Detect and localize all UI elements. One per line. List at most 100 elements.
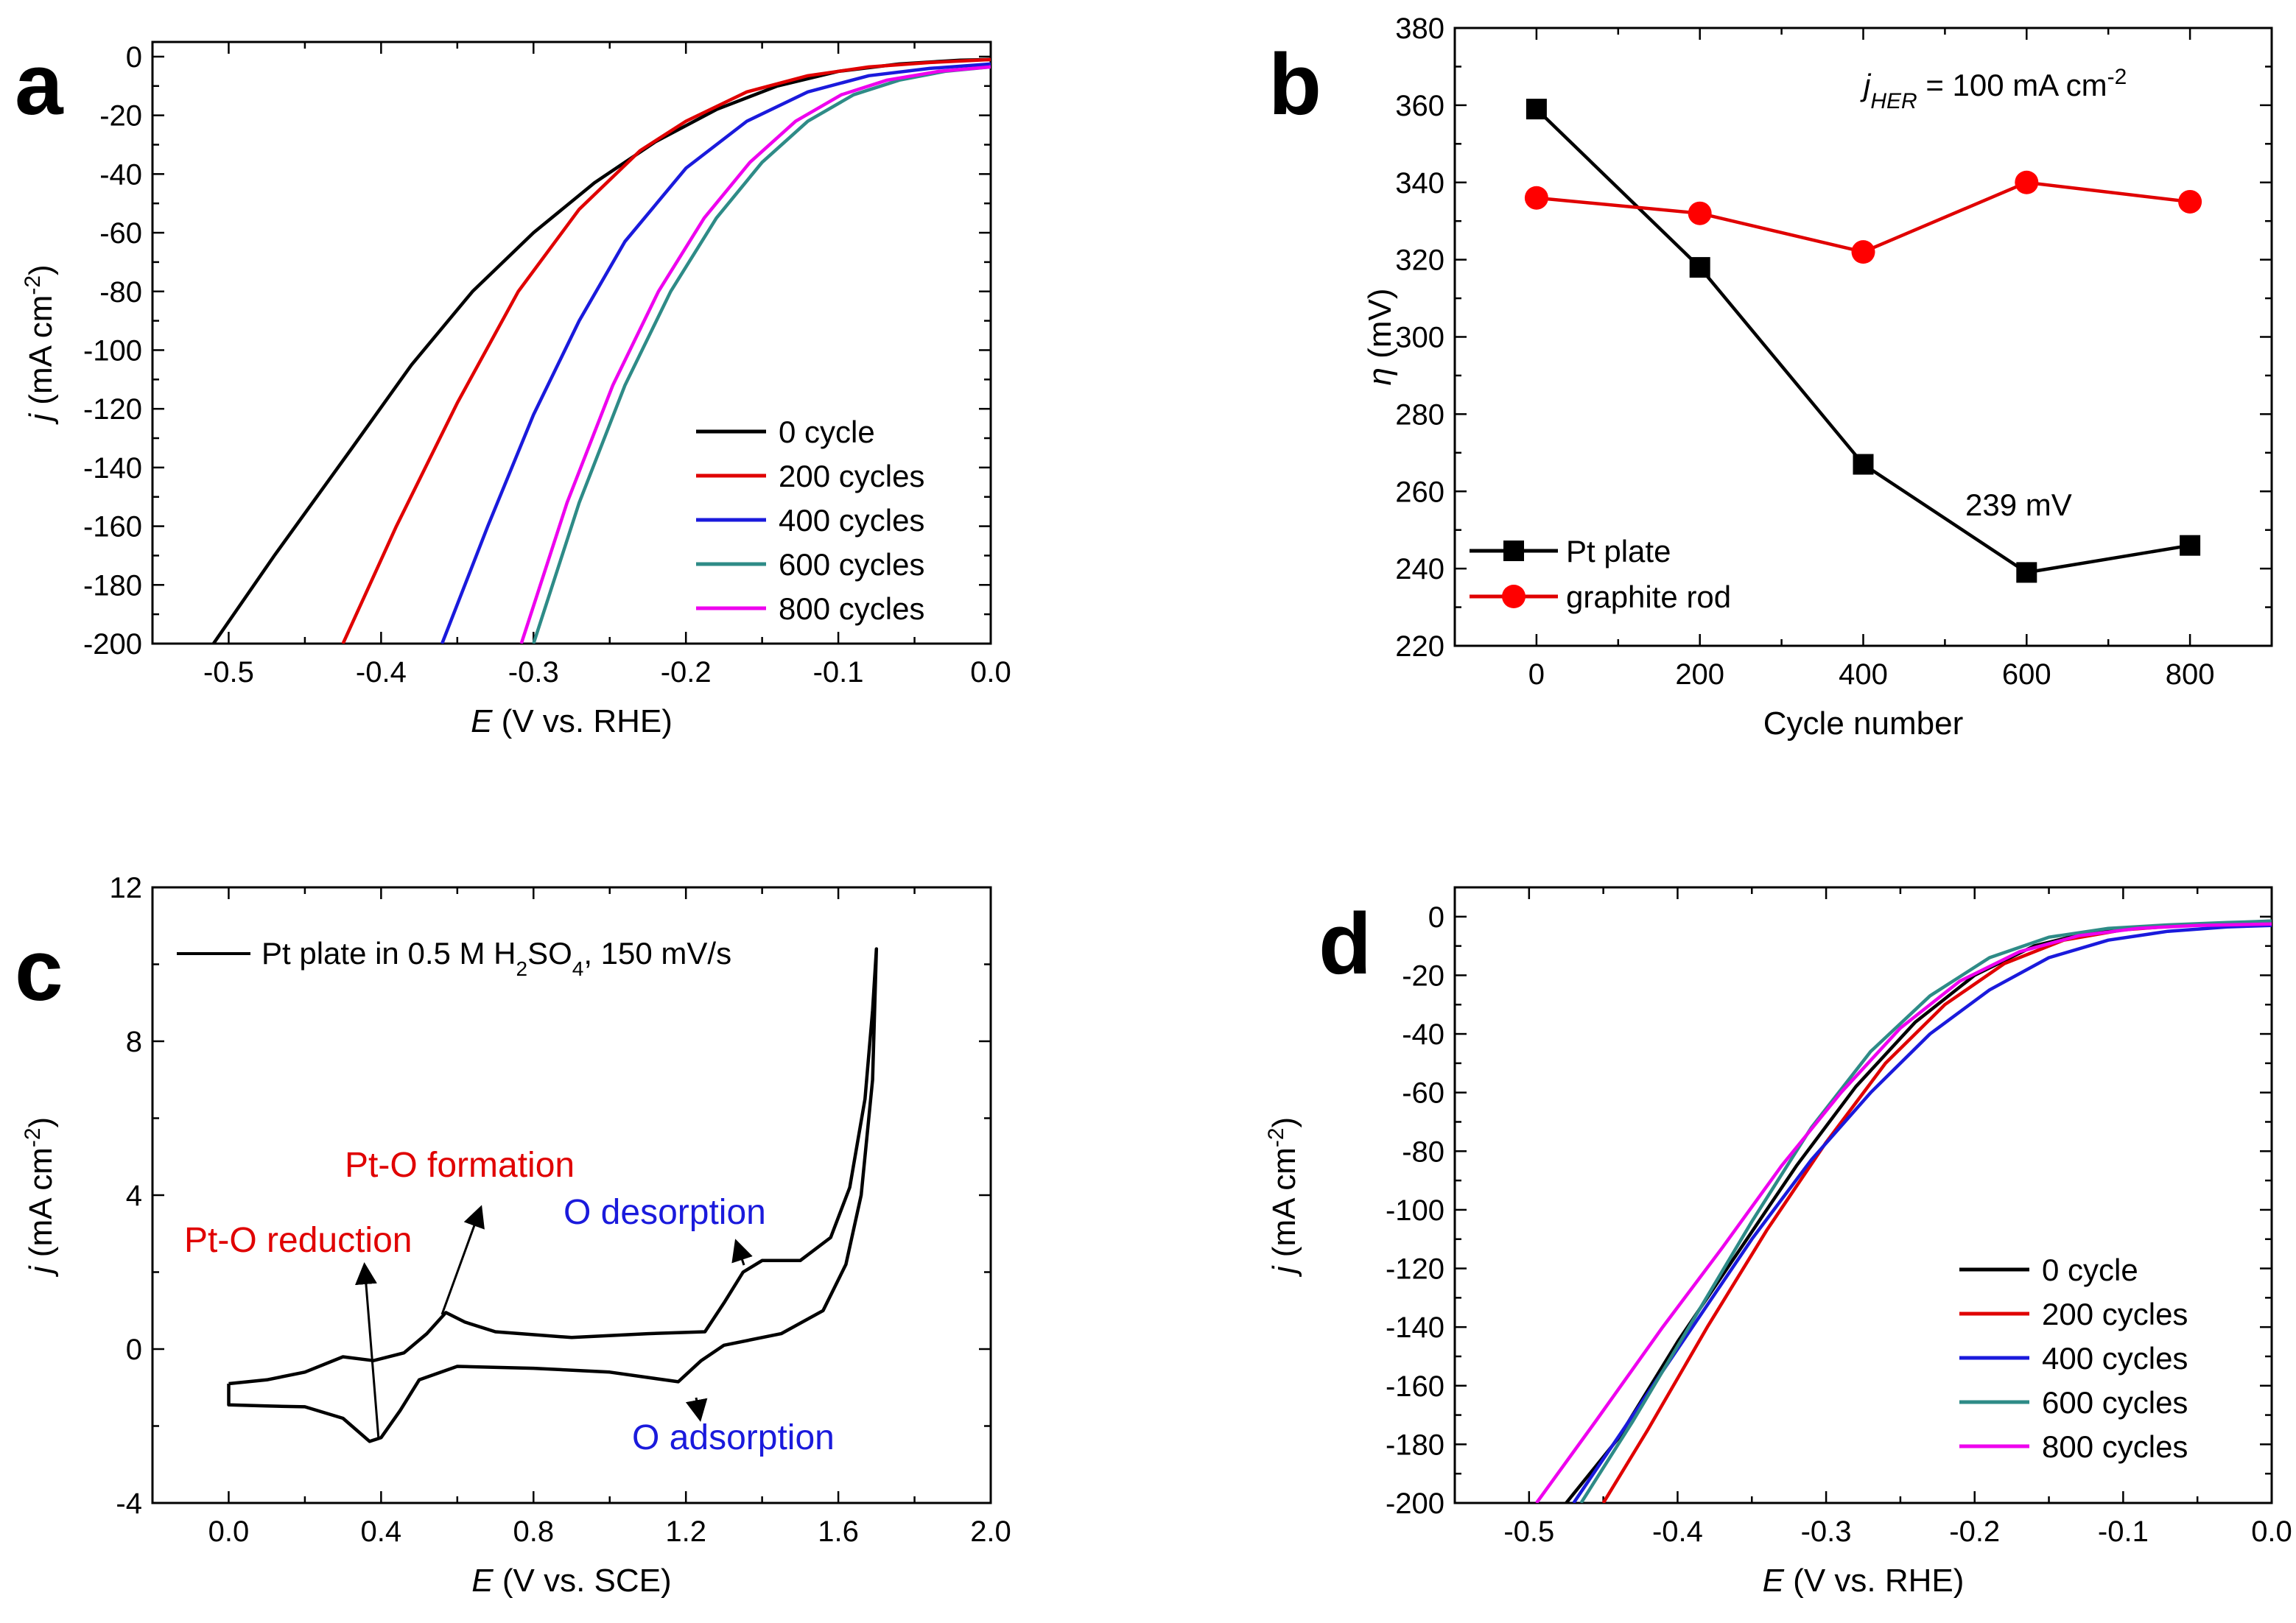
y-tick-label: -100 xyxy=(1386,1194,1444,1227)
data-point-square xyxy=(2180,535,2201,556)
y-tick-label: 300 xyxy=(1395,322,1444,354)
data-point-square xyxy=(1853,454,1874,475)
x-tick-label: 0.0 xyxy=(208,1515,250,1548)
x-tick-label: 1.2 xyxy=(665,1515,706,1548)
legend-label: 400 cycles xyxy=(779,503,924,538)
legend-marker-circle xyxy=(1502,585,1526,608)
y-tick-label: -160 xyxy=(83,511,142,543)
panel-b: 0 200 400 600 800 220 240 260 280 300 320 340 360 380… xyxy=(1268,13,2273,742)
x-tick-label: -0.3 xyxy=(508,656,559,689)
data-point-circle xyxy=(1524,186,1548,210)
y-axis-label-text: (mA cm xyxy=(23,1147,59,1266)
x-tick-label: -0.2 xyxy=(1949,1515,2000,1548)
x-tick-label: -0.3 xyxy=(1801,1515,1852,1548)
legend-label: Pt plate in 0.5 M H2SO4, 150 mV/s xyxy=(261,936,731,980)
y-tick-label: -160 xyxy=(1386,1370,1444,1403)
y-tick-label: -40 xyxy=(99,158,142,191)
x-tick-label: 0 xyxy=(1528,658,1545,691)
y-tick-label: 280 xyxy=(1395,398,1444,431)
panel-c: 0.0 0.4 0.8 1.2 1.6 2.0 -4 0 4 8 12 c E (V vs. SCE) j… xyxy=(15,872,1011,1599)
annotation-label: Pt-O reduction xyxy=(184,1221,412,1260)
x-axis-label-text: (V vs. RHE) xyxy=(492,703,672,739)
x-tick-label: -0.4 xyxy=(1652,1515,1703,1548)
y-tick-label: 4 xyxy=(126,1180,142,1212)
panel-d: -0.5 -0.4 -0.3 -0.2 -0.1 0.0 0 -20 -40 -60 -80 -100… xyxy=(1264,886,2292,1599)
y-tick-label: -200 xyxy=(1386,1488,1444,1520)
series-line-3 xyxy=(1579,919,2272,1503)
x-tick-label: 0.4 xyxy=(361,1515,402,1548)
y-tick-label: -60 xyxy=(1402,1077,1444,1110)
y-tick-label: 320 xyxy=(1395,244,1444,277)
annotation-jher: jHER = 100 mA cm-2 xyxy=(1860,65,2127,113)
panel-letter: d xyxy=(1319,895,1372,993)
y-axis-label-symbol: j xyxy=(23,1265,59,1277)
y-axis-label-symbol: j xyxy=(1266,1265,1302,1277)
annotation-sub: HER xyxy=(1870,89,1917,113)
value-label: 239 mV xyxy=(1965,487,2072,522)
x-axis-label: E (V vs. RHE) xyxy=(1763,1563,1965,1599)
x-tick-label: 0.8 xyxy=(513,1515,554,1548)
y-axis-label-symbol: η xyxy=(1362,367,1398,385)
x-tick-label: 400 xyxy=(1839,658,1888,691)
y-tick-label: -4 xyxy=(116,1488,142,1520)
series-line-3 xyxy=(532,65,991,644)
y-tick-label: 0 xyxy=(1428,901,1444,934)
y-axis-label-sup: -2 xyxy=(21,275,45,295)
y-axis-label-close: ) xyxy=(23,264,59,275)
legend-label: 200 cycles xyxy=(779,459,924,493)
plot-frame xyxy=(1453,886,2273,1504)
annotation-label: O desorption xyxy=(564,1193,766,1232)
series-line-1 xyxy=(341,57,991,644)
annotation-sup: -2 xyxy=(2107,65,2127,89)
series-line-0 xyxy=(227,947,879,1443)
annotation-arrow xyxy=(354,1262,380,1440)
data-point-circle xyxy=(1688,201,1712,225)
data-point-square xyxy=(1526,99,1547,120)
data-point-circle xyxy=(2015,170,2039,194)
legend-marker-square xyxy=(1503,541,1524,561)
y-axis-label: η (mV) xyxy=(1362,289,1398,386)
y-tick-label: 220 xyxy=(1395,630,1444,663)
y-tick-label: 360 xyxy=(1395,90,1444,122)
series-line-2 xyxy=(440,62,991,644)
y-tick-label: 12 xyxy=(110,872,143,904)
y-axis-label: j (mA cm-2) xyxy=(1264,1117,1303,1277)
x-tick-label: 0.0 xyxy=(970,656,1011,689)
x-tick-label: -0.2 xyxy=(661,656,712,689)
y-tick-label: -80 xyxy=(1402,1136,1444,1168)
legend-label: Pt plate xyxy=(1566,534,1671,568)
x-axis-label-text: (V vs. SCE) xyxy=(494,1563,672,1599)
legend-label: 600 cycles xyxy=(779,547,924,582)
data-point-square xyxy=(2016,562,2037,583)
y-tick-label: 8 xyxy=(126,1026,142,1058)
y-tick-label: -180 xyxy=(83,569,142,602)
x-tick-label: -0.5 xyxy=(203,656,254,689)
legend-label: 0 cycle xyxy=(779,415,875,449)
data-point-circle xyxy=(1851,240,1875,264)
legend-label: 800 cycles xyxy=(2042,1429,2188,1464)
x-axis-label-text: (V vs. RHE) xyxy=(1784,1563,1964,1599)
y-tick-label: 380 xyxy=(1395,13,1444,45)
y-tick-label: -20 xyxy=(99,100,142,133)
data-point-square xyxy=(1689,257,1710,278)
y-tick-label: -180 xyxy=(1386,1429,1444,1461)
series-line-2 xyxy=(1572,923,2272,1503)
y-tick-label: 0 xyxy=(126,41,142,74)
x-tick-label: 800 xyxy=(2166,658,2215,691)
x-axis-label: E (V vs. RHE) xyxy=(471,703,673,739)
legend-label: 400 cycles xyxy=(2042,1341,2188,1376)
legend-label: 600 cycles xyxy=(2042,1385,2188,1420)
series-line-4 xyxy=(1535,922,2272,1503)
y-tick-label: -120 xyxy=(1386,1253,1444,1286)
panel-letter: b xyxy=(1268,36,1321,133)
y-axis-label-text: (mA cm xyxy=(1266,1147,1302,1266)
x-axis-label-symbol: E xyxy=(1763,1563,1785,1599)
x-tick-label: -0.4 xyxy=(356,656,407,689)
legend-label: graphite rod xyxy=(1566,580,1731,614)
annotation-arrow xyxy=(731,1239,753,1266)
x-tick-label: -0.1 xyxy=(2098,1515,2149,1548)
x-tick-label: 2.0 xyxy=(970,1515,1011,1548)
legend-label: 800 cycles xyxy=(779,591,924,626)
x-tick-label: 200 xyxy=(1675,658,1724,691)
